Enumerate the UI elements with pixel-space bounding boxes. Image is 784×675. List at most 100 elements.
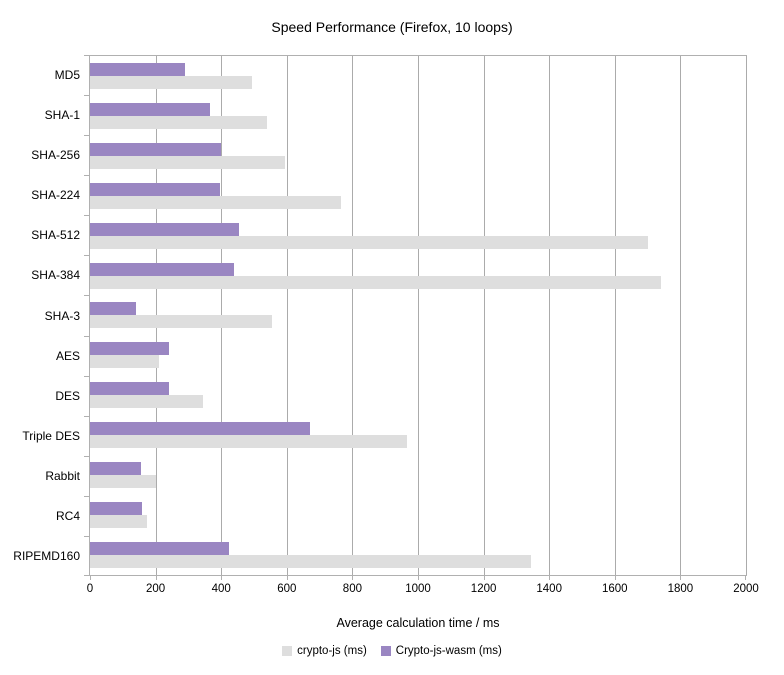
value-tick bbox=[286, 575, 288, 580]
category-tick bbox=[84, 375, 89, 377]
bar-crypto-js-ms- bbox=[90, 235, 648, 249]
x-tick-label: 1600 bbox=[602, 583, 628, 595]
legend-label: crypto-js (ms) bbox=[297, 645, 367, 657]
category-label: SHA-512 bbox=[31, 228, 80, 243]
gridline bbox=[746, 56, 747, 575]
category-tick bbox=[84, 135, 89, 137]
value-tick bbox=[680, 575, 682, 580]
x-tick-label: 400 bbox=[211, 583, 231, 595]
category-tick bbox=[84, 55, 89, 56]
value-tick bbox=[483, 575, 485, 580]
gridline bbox=[352, 56, 354, 575]
bar-crypto-js-ms- bbox=[90, 115, 268, 129]
x-tick-label: 1200 bbox=[470, 583, 497, 595]
bar-crypto-js-ms- bbox=[90, 75, 253, 89]
category-tick bbox=[84, 295, 89, 297]
bar-crypto-js-wasm-ms- bbox=[90, 462, 141, 476]
bar-row bbox=[90, 216, 746, 256]
category-label: MD5 bbox=[54, 68, 80, 83]
bar-crypto-js-wasm-ms- bbox=[90, 222, 240, 236]
x-tick-label: 1400 bbox=[536, 583, 562, 595]
bar-crypto-js-ms- bbox=[90, 555, 532, 569]
category-label: RIPEMD160 bbox=[13, 548, 80, 563]
bar-row bbox=[90, 56, 746, 96]
gridline bbox=[286, 56, 288, 575]
legend-swatch bbox=[282, 646, 293, 656]
bar-crypto-js-wasm-ms- bbox=[90, 422, 310, 436]
value-tick bbox=[90, 575, 91, 580]
bar-row bbox=[90, 176, 746, 216]
bar-row bbox=[90, 375, 746, 415]
legend-label: Crypto-js-wasm (ms) bbox=[395, 645, 502, 657]
category-axis-ticks bbox=[84, 55, 89, 576]
bar-crypto-js-ms- bbox=[90, 515, 148, 529]
category-tick bbox=[84, 215, 89, 217]
bar-crypto-js-ms- bbox=[90, 315, 273, 329]
x-tick-label: 1800 bbox=[667, 583, 694, 595]
bar-crypto-js-wasm-ms- bbox=[90, 502, 143, 516]
x-tick-label: 800 bbox=[342, 583, 362, 595]
bar-crypto-js-ms- bbox=[90, 475, 156, 489]
bar-crypto-js-wasm-ms- bbox=[90, 542, 230, 556]
category-axis: MD5 SHA-1 SHA-256 SHA-224 SHA-512 SHA-384 SHA-… bbox=[0, 55, 82, 576]
category-tick bbox=[84, 455, 89, 457]
legend-item: Crypto-js-wasm (ms) bbox=[380, 645, 502, 657]
category-label: RC4 bbox=[55, 508, 80, 523]
legend: crypto-js (ms) Crypto-js-wasm (ms) bbox=[0, 645, 784, 657]
value-axis-ticks bbox=[90, 575, 746, 580]
category-label: SHA-1 bbox=[44, 108, 80, 123]
bar-crypto-js-ms- bbox=[90, 355, 159, 369]
x-tick-label: 600 bbox=[277, 583, 297, 595]
bar-row bbox=[90, 495, 746, 535]
bar-crypto-js-wasm-ms- bbox=[90, 142, 222, 156]
x-tick-label: 2000 bbox=[733, 583, 759, 595]
category-tick bbox=[84, 575, 89, 576]
value-tick bbox=[352, 575, 354, 580]
bar-crypto-js-wasm-ms- bbox=[90, 182, 220, 196]
value-tick bbox=[745, 575, 746, 580]
gridline bbox=[614, 56, 616, 575]
bar-row bbox=[90, 455, 746, 495]
category-label: Rabbit bbox=[45, 468, 80, 483]
category-tick bbox=[84, 175, 89, 177]
bar-row bbox=[90, 415, 746, 455]
bar-crypto-js-wasm-ms- bbox=[90, 262, 235, 276]
gridline bbox=[680, 56, 682, 575]
bar-crypto-js-ms- bbox=[90, 275, 661, 289]
bar-crypto-js-wasm-ms- bbox=[90, 62, 186, 76]
bar-crypto-js-wasm-ms- bbox=[90, 342, 169, 356]
category-label: SHA-256 bbox=[31, 148, 80, 163]
bar-crypto-js-ms- bbox=[90, 395, 204, 409]
category-label: SHA-384 bbox=[31, 268, 80, 283]
bar-row bbox=[90, 256, 746, 296]
gridline bbox=[483, 56, 485, 575]
x-tick-label: 200 bbox=[146, 583, 166, 595]
bar-row bbox=[90, 535, 746, 575]
x-axis-title: Average calculation time / ms bbox=[336, 616, 500, 630]
bar-row bbox=[90, 136, 746, 176]
value-tick bbox=[549, 575, 551, 580]
category-tick bbox=[84, 255, 89, 257]
value-tick bbox=[418, 575, 419, 580]
category-tick bbox=[84, 535, 89, 537]
category-tick bbox=[84, 415, 89, 417]
value-tick bbox=[221, 575, 223, 580]
x-tick-label: 1000 bbox=[405, 583, 431, 595]
bar-crypto-js-ms- bbox=[90, 435, 407, 449]
category-label: SHA-224 bbox=[31, 188, 80, 203]
plot-area bbox=[89, 55, 747, 576]
x-axis-tick-labels: 0 200 400 600 800 1000 1200 1400 1600 1800 2000 bbox=[87, 583, 759, 597]
bar-rows bbox=[90, 56, 746, 575]
bar-row bbox=[90, 296, 746, 336]
category-label: Triple DES bbox=[22, 428, 80, 443]
category-label: SHA-3 bbox=[44, 308, 80, 323]
value-tick bbox=[614, 575, 616, 580]
bar-crypto-js-wasm-ms- bbox=[90, 302, 136, 316]
legend-swatch bbox=[380, 646, 391, 656]
bar-crypto-js-wasm-ms- bbox=[90, 102, 210, 116]
legend-item: crypto-js (ms) bbox=[282, 645, 367, 657]
category-tick bbox=[84, 335, 89, 337]
bar-row bbox=[90, 96, 746, 136]
category-tick bbox=[84, 95, 89, 97]
